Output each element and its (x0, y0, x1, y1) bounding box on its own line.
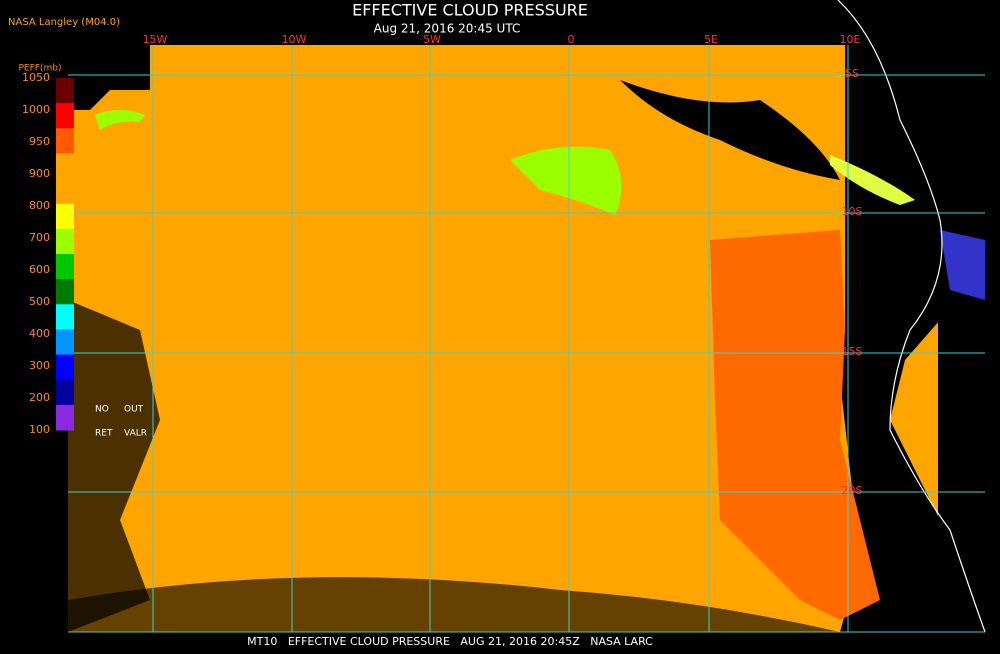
longitude-label: 15W (143, 33, 168, 46)
clear-sky (68, 45, 150, 110)
graticule: 15W 10W 5W 0 5E 10E 5S 10S 15S 20S (68, 33, 985, 633)
colorbar-swatch (56, 78, 74, 104)
colorbar-label: 300 (29, 359, 50, 372)
imagery (68, 0, 986, 633)
high-cloud (510, 146, 622, 215)
subtitle: Aug 21, 2016 20:45 UTC (374, 22, 521, 36)
colorbar-label: 100 (29, 423, 50, 436)
colorbar-label: 200 (29, 391, 50, 404)
colorbar-note: NO (95, 405, 109, 415)
colorbar-label: 500 (29, 295, 50, 308)
longitude-label: 10E (840, 33, 861, 46)
colorbar-note: OUT (124, 405, 144, 415)
colorbar-swatch (56, 228, 74, 255)
deep-cloud (940, 230, 985, 300)
colorbar-swatch (56, 153, 74, 180)
colorbar-title: PEFF(mb) (19, 64, 62, 74)
colorbar-note: VALR (124, 429, 147, 439)
colorbar-swatch (56, 203, 74, 230)
colorbar-label: 700 (29, 231, 50, 244)
longitude-label: 5E (704, 33, 718, 46)
colorbar-swatch (56, 128, 74, 154)
longitude-label: 10W (282, 33, 307, 46)
colorbar-swatch (56, 279, 74, 305)
colorbar-swatch (56, 354, 74, 381)
clear-sky (68, 577, 840, 632)
colorbar-swatch (56, 329, 74, 356)
colorbar-swatch (56, 379, 74, 406)
title: EFFECTIVE CLOUD PRESSURE (352, 1, 588, 20)
high-cloud (95, 110, 145, 130)
clear-sky (620, 80, 840, 180)
high-cloud (830, 155, 915, 205)
low-cloud-region (710, 230, 880, 620)
colorbar-swatch (56, 404, 74, 431)
colorbar-label: 950 (29, 135, 50, 148)
footer: MT10 EFFECTIVE CLOUD PRESSURE AUG 21, 20… (247, 635, 653, 648)
colorbar-label: 800 (29, 199, 50, 212)
coastline (837, 0, 986, 633)
colorbar-label: 1000 (22, 103, 50, 116)
colorbar-swatch (56, 254, 74, 280)
latitude-label: 5S (845, 67, 859, 80)
colorbar-label: 400 (29, 327, 50, 340)
colorbar: 1050 1000 950 900 800 700 600 500 400 300 200 100 NO… (22, 71, 147, 439)
colorbar-swatch (56, 103, 74, 129)
colorbar-label: 1050 (22, 71, 50, 84)
longitude-label: 0 (568, 33, 575, 46)
latitude-label: 15S (842, 345, 863, 358)
latitude-label: 20S (842, 484, 863, 497)
clear-sky (68, 300, 160, 632)
latitude-label: 10S (842, 205, 863, 218)
colorbar-label: 600 (29, 263, 50, 276)
colorbar-swatch (56, 178, 74, 205)
colorbar-label: 900 (29, 167, 50, 180)
colorbar-swatch (56, 304, 74, 330)
source-label: NASA Langley (M04.0) (8, 17, 120, 28)
longitude-label: 5W (423, 33, 441, 46)
colorbar-note: RET (95, 429, 113, 439)
